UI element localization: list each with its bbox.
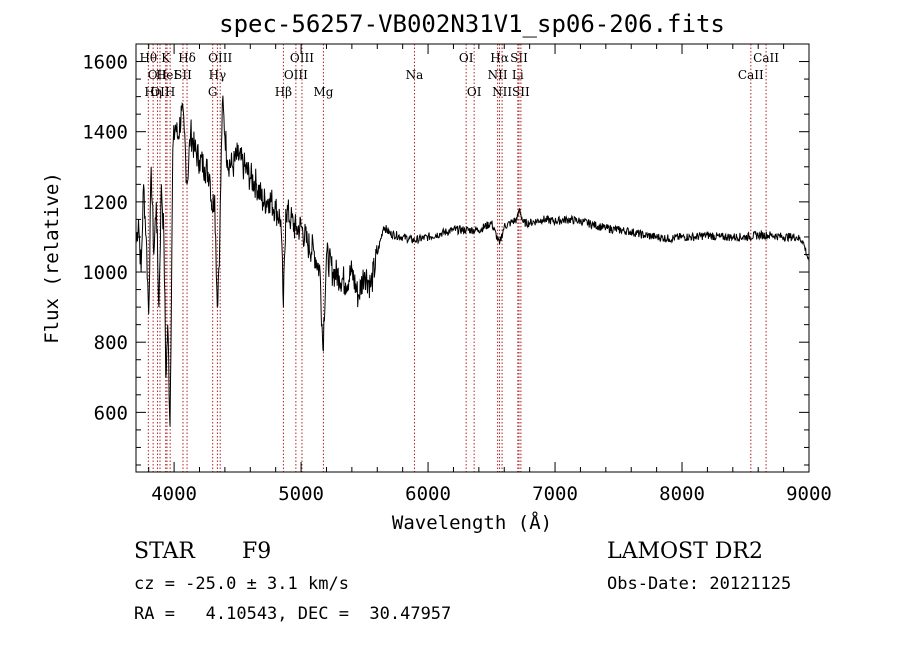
radial-velocity: cz = -25.0 ± 3.1 km/s [134,574,349,594]
line-label-10: Hγ [209,68,227,82]
sky-coordinates: RA = 4.10543, DEC = 30.47957 [134,604,452,624]
y-tick-label: 1400 [82,122,128,144]
line-label-17: OI [459,51,474,65]
line-label-19: NII [488,68,508,82]
x-tick-label: 5000 [278,483,324,505]
line-label-12: Hβ [275,85,292,99]
line-label-9: G [208,85,218,99]
line-label-21: NII [492,85,512,99]
line-label-11: OIII [208,51,232,65]
line-label-20: Hα [490,51,509,65]
line-label-23: SII [510,51,528,65]
observation-date: Obs-Date: 20121125 [607,574,792,594]
y-tick-label: 600 [94,402,128,424]
line-label-8: Hδ [178,51,196,65]
line-label-24: SII [512,85,530,99]
survey-name: LAMOST DR2 [607,539,763,564]
y-tick-label: 1200 [82,192,128,214]
plot-frame [135,43,810,473]
object-class: STAR [134,539,195,564]
line-label-0: Hθ [139,51,157,65]
x-axis-ticks: 4000 5000 6000 7000 8000 9000 [148,44,832,505]
line-label-15: Mg [313,85,333,99]
x-tick-label: 7000 [532,483,578,505]
x-axis-label: Wavelength (Å) [392,511,552,534]
line-label-5: HeI [156,68,179,82]
object-subclass: F9 [242,539,272,564]
spectrum-series [135,95,810,427]
spectral-line-markers: HθHηOIIOIIKHeIHSIIHδGHγOIIIHβOIIIOIIIMgN… [139,44,779,472]
line-label-6: H [165,85,175,99]
spectrum-line [135,95,810,427]
x-tick-label: 9000 [786,483,832,505]
line-label-2: OII [148,68,168,82]
y-tick-label: 800 [94,332,128,354]
line-label-18: OI [467,85,482,99]
line-label-4: K [161,51,171,65]
line-label-14: OIII [290,51,314,65]
line-label-16: Na [406,68,424,82]
chart-title: spec-56257-VB002N31V1_sp06-206.fits [219,10,725,38]
line-label-26: CaII [753,51,779,65]
line-label-13: OIII [284,68,308,82]
line-label-25: CaII [738,68,764,82]
y-tick-label: 1600 [82,52,128,74]
y-axis-label: Flux (relative) [41,172,63,344]
line-label-3: OII [150,85,170,99]
x-tick-label: 6000 [405,483,451,505]
line-label-7: SII [174,68,192,82]
line-label-22: Li [512,68,524,82]
y-axis-ticks: 600 800 1000 1200 1400 1600 [82,43,809,466]
y-tick-label: 1000 [82,262,128,284]
x-tick-label: 8000 [659,483,705,505]
line-label-1: Hη [144,85,162,99]
x-tick-label: 4000 [151,483,197,505]
